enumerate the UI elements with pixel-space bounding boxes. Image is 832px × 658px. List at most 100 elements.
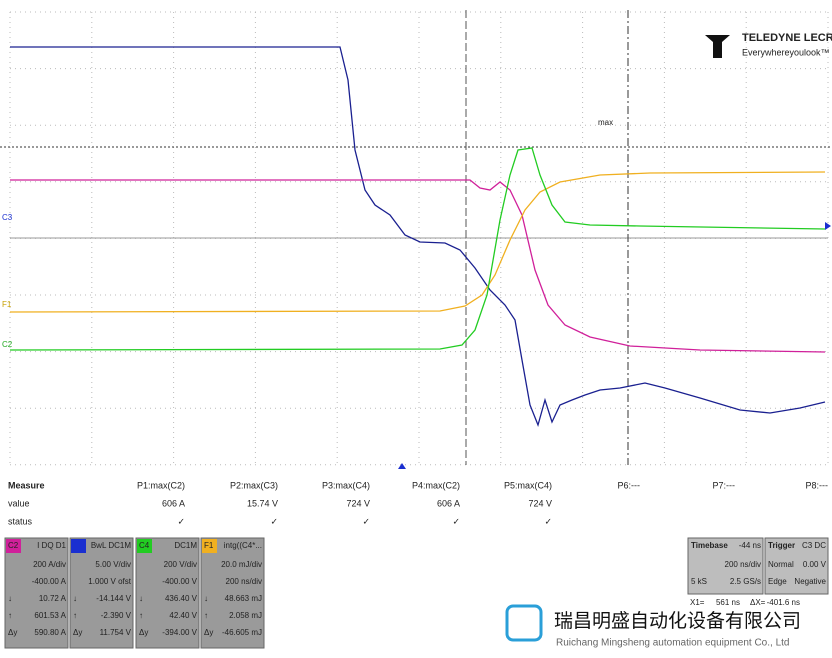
trace-f1 bbox=[9, 171, 826, 313]
channel-value: 11.754 V bbox=[100, 628, 132, 637]
timebase-box bbox=[687, 537, 764, 595]
channel-box bbox=[135, 537, 200, 649]
channel-header: I DQ D1 bbox=[37, 541, 66, 550]
channel-value: 436.40 V bbox=[165, 594, 198, 603]
channel-symbol: ↓ bbox=[8, 594, 12, 603]
logo: TELEDYNE LECROY Everywhereyoulook™ bbox=[705, 32, 832, 58]
timebase-value: 5 kS bbox=[691, 577, 707, 586]
measure-status: ✓ bbox=[362, 516, 370, 526]
channel-box bbox=[4, 537, 69, 649]
measure-value: 724 V bbox=[528, 498, 552, 508]
measure-value: 15.74 V bbox=[247, 498, 278, 508]
channel-box bbox=[69, 537, 134, 649]
channel-value: 48.663 mJ bbox=[225, 594, 262, 603]
channel-value: 2.058 mJ bbox=[229, 611, 262, 620]
channel-symbol: ↑ bbox=[204, 611, 208, 620]
channel-value: 42.40 V bbox=[169, 611, 197, 620]
channel-symbol: Δy bbox=[8, 628, 17, 637]
channel-value: 200 V/div bbox=[164, 560, 197, 569]
timebase-value: 200 ns/div bbox=[725, 560, 761, 569]
channel-value: 590.80 A bbox=[34, 628, 66, 637]
trigger-value: Edge bbox=[768, 577, 787, 586]
channel-tag bbox=[137, 539, 152, 553]
watermark-name: 瑞昌明盛自动化设备有限公司 bbox=[554, 610, 801, 632]
channel-box bbox=[200, 537, 265, 649]
measure-value: value bbox=[8, 498, 30, 508]
channel-symbol: ↓ bbox=[204, 594, 208, 603]
channel-symbol: Δy bbox=[139, 628, 148, 637]
channel-header: DC1M bbox=[174, 541, 197, 550]
measure-header: Measure bbox=[8, 480, 45, 490]
channel-symbol: ↓ bbox=[73, 594, 77, 603]
trace-marker: F1 bbox=[2, 300, 12, 309]
channel-header: BwL DC1M bbox=[91, 541, 131, 550]
trigger-value: 0.00 V bbox=[803, 560, 827, 569]
timebase-value: 2.5 GS/s bbox=[730, 577, 761, 586]
trigger-level bbox=[825, 222, 831, 230]
measure-status: ✓ bbox=[270, 516, 278, 526]
watermark: 瑞昌明盛自动化设备有限公司 Ruichang Mingsheng automat… bbox=[505, 604, 801, 649]
grid bbox=[9, 11, 829, 466]
measure-value: 724 V bbox=[346, 498, 370, 508]
channel-value: -400.00 V bbox=[162, 577, 197, 586]
trigger-sub: C3 DC bbox=[802, 541, 826, 550]
cursor-readout: X1= bbox=[690, 598, 705, 607]
channel-label: F1 bbox=[204, 541, 214, 550]
channel-tag bbox=[202, 539, 217, 553]
trigger-position bbox=[398, 463, 406, 469]
measure-value: 606 A bbox=[162, 498, 185, 508]
cursor-readout: 561 ns bbox=[716, 598, 740, 607]
channel-symbol: ↑ bbox=[73, 611, 77, 620]
timebase-title: Timebase bbox=[691, 541, 728, 550]
cursor-label: max bbox=[598, 118, 613, 127]
measure-header: P4:max(C2) bbox=[412, 480, 460, 490]
trace-c3 bbox=[10, 46, 826, 428]
channel-value: -2.390 V bbox=[101, 611, 132, 620]
measure-header: P2:max(C3) bbox=[230, 480, 278, 490]
measure-header: P8:--- bbox=[806, 480, 829, 490]
channel-header: intg((C4*... bbox=[224, 541, 262, 550]
measure-header: P5:max(C4) bbox=[504, 480, 552, 490]
trace-c4 bbox=[9, 147, 826, 351]
watermark-english: Ruichang Mingsheng automation equipment … bbox=[556, 638, 789, 649]
channel-symbol: ↑ bbox=[139, 611, 143, 620]
measure-header: P7:--- bbox=[713, 480, 736, 490]
measure-header: P3:max(C4) bbox=[322, 480, 370, 490]
measure-status: ✓ bbox=[544, 516, 552, 526]
channel-tag bbox=[71, 539, 86, 553]
logo-brand: TELEDYNE LECROY bbox=[742, 32, 832, 44]
cursor-readout: -401.6 ns bbox=[767, 598, 800, 607]
trace-marker: C3 bbox=[2, 213, 13, 222]
channel-value: 5.00 V/div bbox=[95, 560, 131, 569]
logo-tagline: Everywhereyoulook™ bbox=[742, 47, 830, 57]
channel-label: C2 bbox=[8, 541, 19, 550]
channel-tag bbox=[6, 539, 21, 553]
channel-value: 1.000 V ofst bbox=[88, 577, 131, 586]
channel-symbol: Δy bbox=[73, 628, 82, 637]
watermark-icon bbox=[505, 604, 543, 642]
measure-header: P1:max(C2) bbox=[137, 480, 185, 490]
cursor-readout: ΔX= bbox=[750, 598, 766, 607]
trigger-box bbox=[764, 537, 829, 595]
channel-value: -14.144 V bbox=[96, 594, 131, 603]
measure-status: ✓ bbox=[177, 516, 185, 526]
trigger-value: Normal bbox=[768, 560, 794, 569]
trigger-title: Trigger bbox=[768, 541, 795, 550]
channel-label: C4 bbox=[139, 541, 150, 550]
timebase-sub: -44 ns bbox=[739, 541, 761, 550]
trace-c2 bbox=[10, 179, 826, 353]
channel-value: 200 ns/div bbox=[226, 577, 262, 586]
measure-header: P6:--- bbox=[618, 480, 641, 490]
measure-status: status bbox=[8, 516, 33, 526]
measure-value: 606 A bbox=[437, 498, 460, 508]
measure-status: ✓ bbox=[452, 516, 460, 526]
channel-symbol: ↓ bbox=[139, 594, 143, 603]
channel-value: -394.00 V bbox=[162, 628, 197, 637]
channel-value: -400.00 A bbox=[32, 577, 67, 586]
channel-value: 200 A/div bbox=[33, 560, 66, 569]
trace-marker: C2 bbox=[2, 340, 13, 349]
channel-value: 601.53 A bbox=[34, 611, 66, 620]
channel-value: 20.0 mJ/div bbox=[221, 560, 262, 569]
